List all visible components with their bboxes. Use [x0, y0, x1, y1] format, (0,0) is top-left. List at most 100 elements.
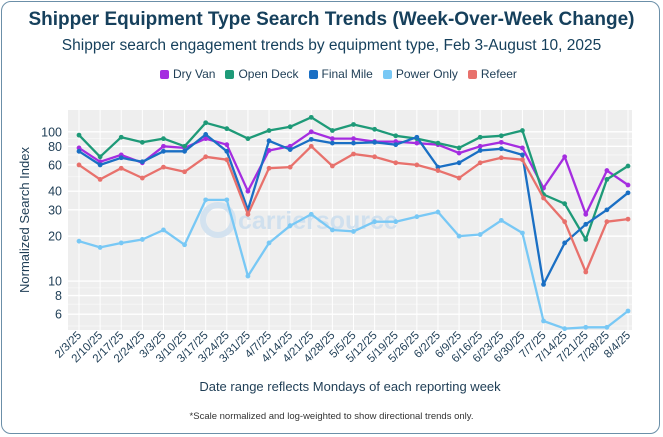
data-point: [498, 133, 504, 139]
data-point: [266, 240, 272, 246]
y-tick-label: 10: [48, 275, 62, 289]
data-point: [97, 154, 103, 160]
data-point: [287, 147, 293, 152]
data-point: [456, 233, 462, 239]
data-point: [604, 176, 610, 182]
data-point: [583, 324, 589, 330]
data-point: [308, 114, 314, 120]
data-point: [203, 132, 209, 137]
data-point: [541, 195, 546, 201]
data-point: [203, 120, 209, 126]
data-point: [245, 188, 251, 194]
data-point: [435, 164, 441, 170]
y-tick-label: 40: [48, 185, 62, 199]
data-point: [118, 134, 124, 140]
data-point: [329, 128, 335, 133]
data-point: [182, 242, 187, 248]
data-point: [308, 143, 314, 149]
data-point: [435, 168, 441, 173]
data-point: [414, 140, 420, 146]
data-point: [97, 245, 103, 250]
data-point: [372, 154, 378, 160]
data-point: [477, 143, 483, 149]
data-point: [393, 142, 399, 148]
data-point: [562, 326, 568, 332]
data-point: [541, 281, 546, 287]
data-point: [562, 201, 568, 207]
data-point: [604, 168, 610, 173]
data-point: [308, 129, 314, 135]
y-tick-label: 80: [48, 140, 62, 154]
data-point: [224, 148, 230, 154]
y-tick-label: 30: [48, 203, 62, 217]
data-point: [372, 139, 378, 145]
y-axis-label: Normalized Search Index: [17, 147, 32, 293]
data-point: [520, 145, 525, 151]
data-point: [414, 134, 420, 140]
data-point: [604, 219, 610, 225]
y-tick-label: 6: [55, 308, 62, 322]
data-point: [372, 126, 378, 132]
data-point: [76, 148, 82, 154]
data-point: [287, 164, 293, 170]
data-point: [224, 157, 230, 163]
data-point: [625, 190, 631, 196]
data-point: [477, 148, 483, 153]
data-point: [477, 160, 483, 166]
data-point: [351, 136, 356, 142]
data-point: [224, 142, 230, 148]
watermark-text: carriersource: [238, 207, 398, 235]
data-point: [182, 169, 187, 175]
y-tick-label: 8: [55, 289, 62, 303]
legend-label: Refeer: [480, 67, 517, 81]
data-point: [161, 143, 166, 149]
legend-item-open-deck: Open Deck: [225, 66, 299, 82]
data-point: [498, 146, 504, 152]
data-point: [414, 162, 420, 168]
data-point: [245, 273, 251, 279]
data-point: [97, 162, 103, 168]
data-point: [625, 163, 631, 169]
data-point: [583, 269, 589, 275]
data-point: [393, 160, 399, 166]
data-point: [393, 219, 399, 225]
data-point: [287, 143, 293, 149]
data-point: [308, 136, 314, 142]
data-point: [435, 209, 441, 215]
data-point: [266, 165, 272, 171]
data-point: [414, 214, 420, 220]
data-point: [604, 207, 610, 213]
data-point: [329, 136, 335, 142]
data-point: [139, 159, 145, 165]
data-point: [625, 182, 631, 188]
x-axis-label: Date range reflects Mondays of each repo…: [199, 379, 501, 394]
legend-swatch: [308, 69, 318, 79]
data-point: [76, 132, 82, 138]
data-point: [583, 221, 589, 227]
data-point: [182, 143, 187, 149]
legend-item-power-only: Power Only: [382, 66, 458, 82]
data-point: [583, 211, 589, 217]
legend-label: Final Mile: [321, 67, 373, 81]
data-point: [118, 155, 124, 161]
legend-swatch: [225, 69, 235, 79]
data-point: [520, 230, 525, 236]
data-point: [625, 308, 631, 314]
data-point: [498, 155, 504, 161]
data-point: [118, 240, 124, 246]
data-point: [161, 136, 166, 142]
data-point: [498, 139, 504, 145]
data-point: [351, 229, 356, 234]
data-point: [161, 164, 166, 170]
data-point: [351, 151, 356, 157]
legend-label: Dry Van: [173, 67, 216, 81]
data-point: [583, 237, 589, 242]
data-point: [520, 128, 525, 133]
legend-item-final-mile: Final Mile: [308, 66, 373, 82]
data-point: [456, 150, 462, 156]
data-point: [351, 122, 356, 127]
legend-swatch: [382, 69, 392, 79]
data-point: [435, 140, 441, 146]
data-point: [97, 176, 103, 182]
